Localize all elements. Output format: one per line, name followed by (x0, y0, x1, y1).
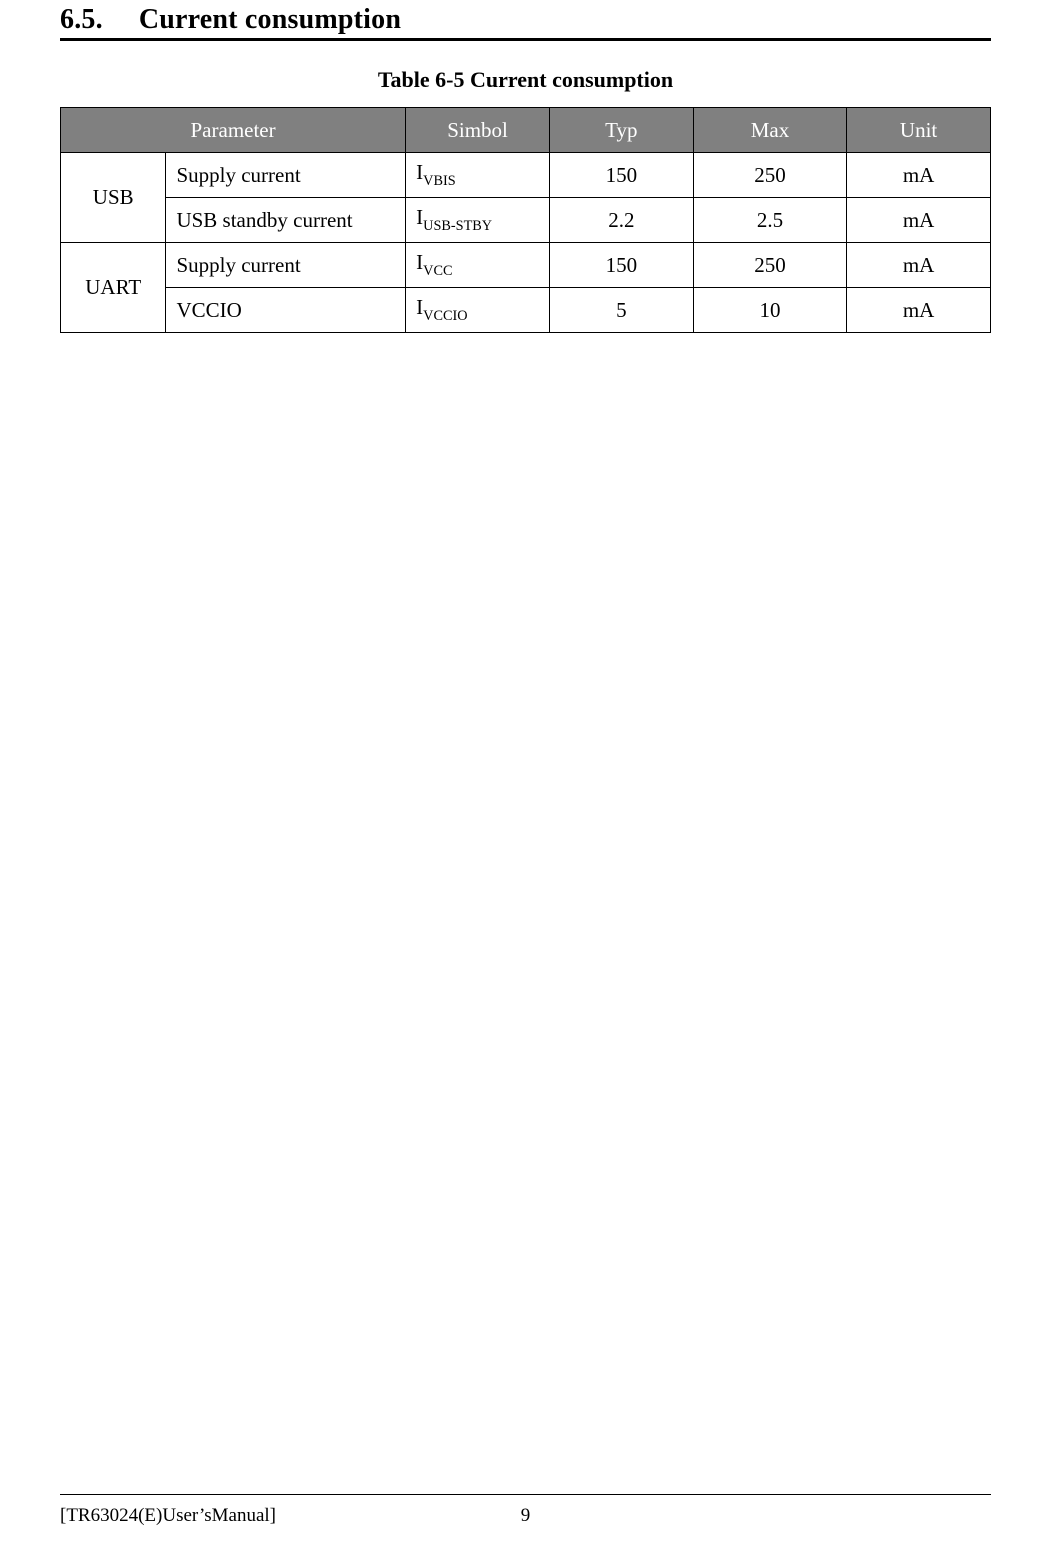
symbol-cell: IVCCIO (406, 288, 550, 333)
param-cell: Supply current (166, 153, 406, 198)
section-header: 6.5. Current consumption (60, 4, 991, 41)
table-row: USB Supply current IVBIS 150 250 mA (61, 153, 991, 198)
section-number: 6.5. (60, 4, 103, 36)
symbol-cell: IUSB-STBY (406, 198, 550, 243)
table-header-unit: Unit (847, 108, 991, 153)
table-header-symbol: Simbol (406, 108, 550, 153)
page-footer: [TR63024(E)User’sManual] 9 (60, 1494, 991, 1527)
typ-cell: 150 (549, 243, 693, 288)
page: 6.5. Current consumption Table 6-5 Curre… (0, 4, 1051, 1563)
table-caption: Table 6-5 Current consumption (60, 67, 991, 93)
section-header-inner: 6.5. Current consumption (60, 4, 991, 36)
footer-rule (60, 1494, 991, 1495)
symbol-sub: VBIS (423, 173, 456, 189)
unit-cell: mA (847, 288, 991, 333)
unit-cell: mA (847, 198, 991, 243)
table-row: VCCIO IVCCIO 5 10 mA (61, 288, 991, 333)
unit-cell: mA (847, 243, 991, 288)
table-header-max: Max (693, 108, 846, 153)
symbol-sub: USB-STBY (423, 218, 492, 234)
symbol-cell: IVCC (406, 243, 550, 288)
table-row: UART Supply current IVCC 150 250 mA (61, 243, 991, 288)
symbol-cell: IVBIS (406, 153, 550, 198)
group-cell: USB (61, 153, 166, 243)
group-cell: UART (61, 243, 166, 333)
max-cell: 250 (693, 243, 846, 288)
table-header-row: Parameter Simbol Typ Max Unit (61, 108, 991, 153)
table-row: USB standby current IUSB-STBY 2.2 2.5 mA (61, 198, 991, 243)
footer-doc-id: [TR63024(E)User’sManual] (60, 1505, 276, 1527)
max-cell: 2.5 (693, 198, 846, 243)
footer-row: [TR63024(E)User’sManual] 9 (60, 1505, 991, 1527)
param-cell: VCCIO (166, 288, 406, 333)
symbol-sub: VCCIO (423, 308, 467, 324)
max-cell: 10 (693, 288, 846, 333)
spec-table: Parameter Simbol Typ Max Unit USB Supply… (60, 107, 991, 333)
param-cell: Supply current (166, 243, 406, 288)
param-cell: USB standby current (166, 198, 406, 243)
typ-cell: 150 (549, 153, 693, 198)
symbol-sub: VCC (423, 263, 452, 279)
typ-cell: 2.2 (549, 198, 693, 243)
section-title: Current consumption (139, 4, 401, 36)
table-header-parameter: Parameter (61, 108, 406, 153)
table-header-typ: Typ (549, 108, 693, 153)
unit-cell: mA (847, 153, 991, 198)
typ-cell: 5 (549, 288, 693, 333)
max-cell: 250 (693, 153, 846, 198)
